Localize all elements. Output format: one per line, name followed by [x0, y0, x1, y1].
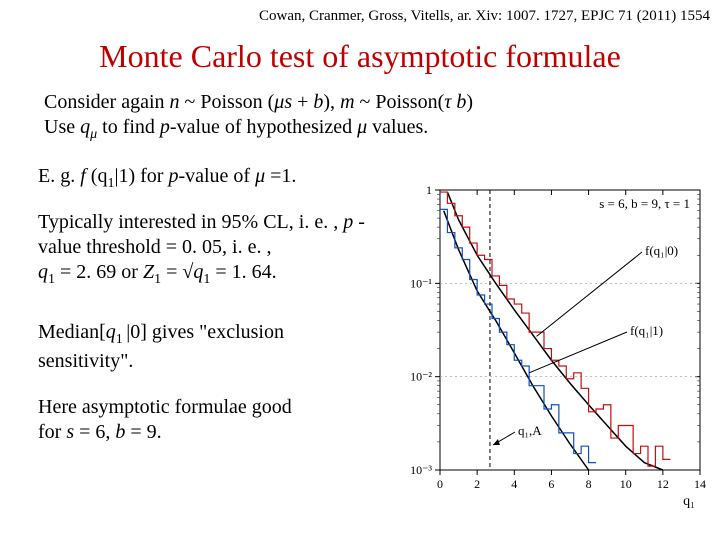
t: Use [44, 116, 80, 138]
t: (q [91, 165, 108, 187]
var-p: p [343, 211, 353, 233]
var-m: m [340, 91, 354, 113]
t: Consider again [44, 91, 170, 113]
var-mu: μ [357, 116, 367, 138]
var-q: q [80, 116, 90, 138]
svg-text:f(q₁|0): f(q₁|0) [645, 243, 678, 258]
t: + [292, 91, 313, 113]
t: E. g. [38, 165, 80, 187]
var-mu: μ [274, 91, 284, 113]
var-mu: μ [255, 165, 265, 187]
slide-title: Monte Carlo test of asymptotic formulae [0, 38, 720, 75]
svg-text:6: 6 [548, 477, 554, 491]
t: ~ Poisson ( [180, 91, 275, 113]
svg-text:10⁻³: 10⁻³ [410, 463, 432, 477]
svg-text:q₁: q₁ [683, 494, 695, 509]
svg-text:14: 14 [694, 477, 706, 491]
sub: 1 [48, 272, 55, 287]
var-q: q [106, 321, 116, 343]
paragraph-2: Typically interested in 95% CL, i. e. , … [38, 210, 378, 289]
intro-line-2: Use qμ to find p-value of hypothesized μ… [44, 115, 473, 144]
svg-text:f(q₁|1): f(q₁|1) [630, 323, 663, 338]
t: Typically interested in 95% CL, i. e. , [38, 211, 343, 233]
t: = 9. [125, 421, 161, 443]
var-q: q [38, 261, 48, 283]
t: for s = 6, b = 9. [38, 420, 378, 445]
svg-text:8: 8 [586, 477, 592, 491]
t: to find [97, 116, 160, 138]
var-s: s [66, 421, 74, 443]
svg-text:0: 0 [437, 477, 443, 491]
t: Median[ [38, 321, 106, 343]
svg-text:s = 6, b = 9, τ = 1: s = 6, b = 9, τ = 1 [599, 196, 690, 211]
svg-text:10: 10 [620, 477, 632, 491]
sub: 1 [116, 332, 127, 347]
svg-text:10⁻²: 10⁻² [410, 370, 432, 384]
paragraph-3: Median[q1 |0] gives "exclusion sensitivi… [38, 320, 378, 374]
paragraph-4: Here asymptotic formulae good for s = 6,… [38, 395, 378, 445]
t: = 2. 69 or [55, 261, 143, 283]
var-f: f [80, 165, 91, 187]
paragraph-1: E. g. f (q1|1) for p-value of μ =1. [38, 165, 296, 192]
t: ) [466, 91, 473, 113]
t: ~ Poisson( [355, 91, 445, 113]
var-p: p [168, 165, 178, 187]
var-n: n [170, 91, 180, 113]
t: |1) for [114, 165, 168, 187]
svg-text:1: 1 [426, 183, 432, 197]
var-q: q [193, 261, 203, 283]
var-b: b [115, 421, 125, 443]
intro-block: Consider again n ~ Poisson (μs + b), m ~… [44, 90, 473, 144]
t: =1. [265, 165, 296, 187]
t: = √ [161, 261, 193, 283]
t: = 6, [74, 421, 115, 443]
svg-text:2: 2 [474, 477, 480, 491]
citation-text: Cowan, Cranmer, Gross, Vitells, ar. Xiv:… [259, 8, 710, 25]
t: values. [367, 116, 428, 138]
var-p: p [160, 116, 170, 138]
distribution-chart: 0 2 4 6 8 10 12 14 1 10⁻¹ 10⁻² 10⁻³ q₁,A s = 6, b = 9… [390, 170, 710, 510]
t: Here asymptotic formulae good [38, 395, 378, 420]
svg-text:12: 12 [657, 477, 669, 491]
t: ), [323, 91, 340, 113]
var-b: b [451, 91, 466, 113]
svg-text:4: 4 [511, 477, 517, 491]
t: -value of [178, 165, 255, 187]
t: = 1. 64. [210, 261, 276, 283]
intro-line-1: Consider again n ~ Poisson (μs + b), m ~… [44, 90, 473, 115]
t: -value of hypothesized [170, 116, 357, 138]
var-s: s [284, 91, 292, 113]
svg-text:10⁻¹: 10⁻¹ [410, 276, 432, 290]
t: for [38, 421, 66, 443]
var-b: b [313, 91, 323, 113]
var-z: Z [143, 261, 154, 283]
svg-text:q₁,A: q₁,A [518, 423, 542, 438]
